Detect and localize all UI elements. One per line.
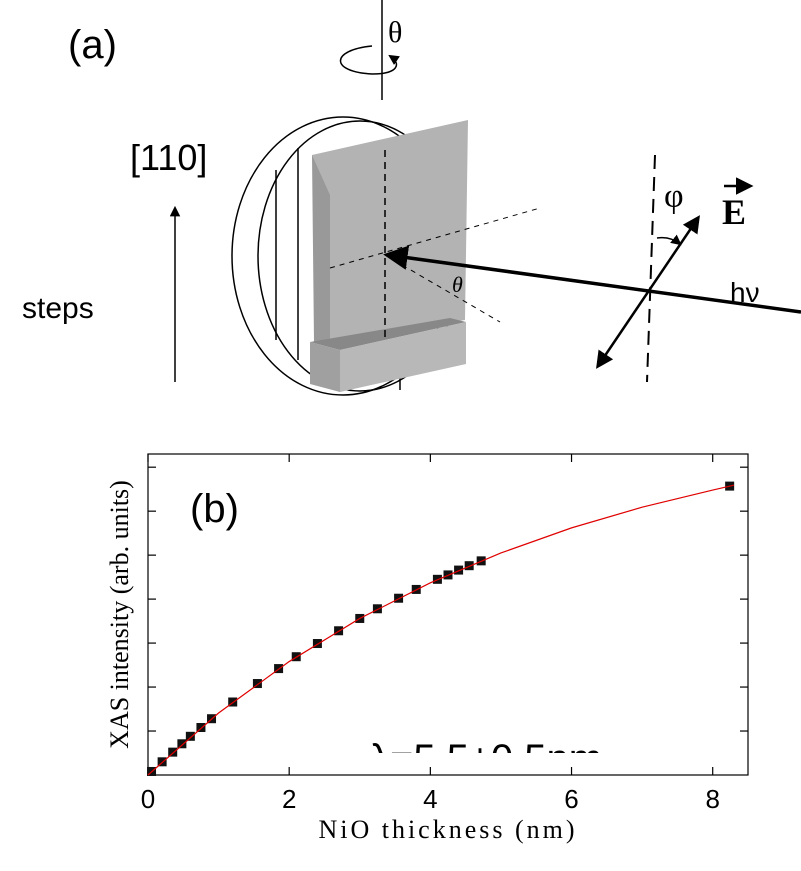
x-tick-label: 0 <box>141 784 155 814</box>
x-tick-label: 6 <box>564 784 578 814</box>
panel-label: (b) <box>190 487 239 531</box>
data-point <box>196 723 206 733</box>
phi-arc <box>656 234 682 246</box>
plane-line <box>329 207 541 269</box>
base-top <box>310 318 466 350</box>
y-axis-label: XAS intensity (arb. units) <box>105 480 134 749</box>
annotation: λ=5.5±0.5nm <box>370 737 602 781</box>
direction-label: [110] <box>130 137 207 178</box>
x-tick-label: 8 <box>705 784 719 814</box>
data-point <box>177 739 187 749</box>
data-point <box>252 679 262 689</box>
diagram: (a) θ [110] steps θ φ E hν <box>22 0 801 396</box>
rotation-symbol: θ <box>388 16 402 49</box>
crystal-side <box>312 155 330 342</box>
x-tick-label: 4 <box>423 784 437 814</box>
rotation-arrow <box>340 45 400 75</box>
data-point <box>372 604 382 614</box>
chart: 0 2 4 6 8 NiO thickness (nm) XAS intensity (ar… <box>105 453 749 844</box>
beam <box>383 245 801 314</box>
data-point <box>168 747 178 757</box>
theta-label: θ <box>452 272 463 297</box>
steps-label: steps <box>22 292 94 325</box>
base-side <box>310 342 340 392</box>
data-point <box>464 561 474 571</box>
crystal-face <box>312 120 468 342</box>
phi-label: φ <box>664 178 684 215</box>
panel-label: (a) <box>68 23 117 67</box>
base-front <box>340 322 466 392</box>
photon-label: hν <box>730 277 760 308</box>
data-point <box>185 731 195 741</box>
fit-line <box>147 484 735 776</box>
x-axis-label: NiO thickness (nm) <box>318 815 577 844</box>
x-tick-label: 2 <box>282 784 296 814</box>
field-label: E <box>722 192 746 232</box>
plot-frame <box>147 453 749 776</box>
data-point <box>454 565 464 575</box>
polarization-plane <box>646 154 656 383</box>
data-point <box>312 639 322 649</box>
